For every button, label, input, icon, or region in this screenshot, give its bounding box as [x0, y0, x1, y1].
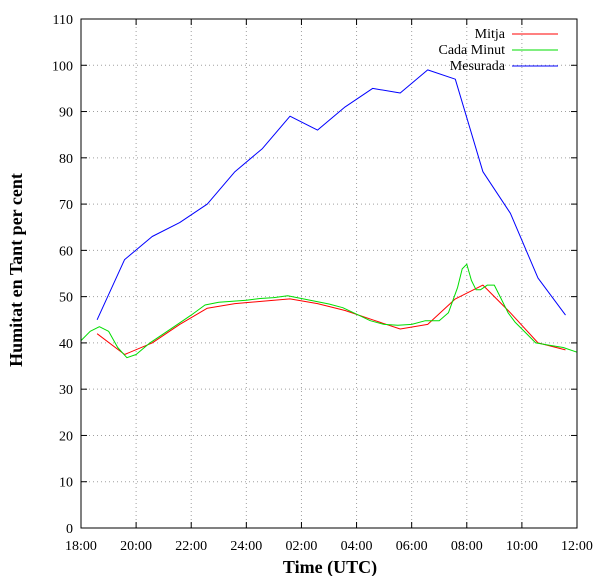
x-tick-label: 04:00 [341, 539, 373, 554]
legend-label: Cada Minut [439, 43, 506, 58]
y-tick-label: 100 [52, 59, 73, 74]
y-tick-label: 50 [59, 291, 73, 306]
x-tick-label: 02:00 [285, 539, 317, 554]
y-tick-label: 40 [59, 337, 73, 352]
y-tick-label: 60 [59, 244, 73, 259]
y-tick-label: 90 [59, 106, 73, 121]
y-axis-title: Humitat en Tant per cent [6, 173, 26, 367]
x-tick-label: 24:00 [230, 539, 262, 554]
legend-label: Mesurada [450, 59, 506, 74]
x-tick-label: 22:00 [175, 539, 207, 554]
grid-lines [81, 19, 577, 528]
x-tick-label: 18:00 [65, 539, 97, 554]
series-line-mesurada [96, 69, 566, 321]
y-tick-label: 10 [59, 476, 73, 491]
x-tick-label: 12:00 [561, 539, 593, 554]
y-tick-label: 70 [59, 198, 73, 213]
y-tick-label: 20 [59, 429, 73, 444]
y-tick-label: 30 [59, 383, 73, 398]
series-line-cada-minut [80, 263, 578, 359]
y-tick-label: 80 [59, 152, 73, 167]
plot-frame [80, 18, 578, 529]
y-tick-label: 110 [53, 13, 73, 28]
series-lines [80, 69, 578, 359]
x-tick-label: 10:00 [506, 539, 538, 554]
x-tick-label: 20:00 [120, 539, 152, 554]
x-tick-label: 06:00 [396, 539, 428, 554]
x-tick-label: 08:00 [451, 539, 483, 554]
axis-ticks [80, 18, 578, 529]
axis-tick-labels: 18:00 20:00 22:00 24:00 02:00 04:00 06:00 08:00… [52, 13, 593, 554]
legend-label: Mitja [475, 27, 506, 42]
y-tick-label: 0 [66, 522, 73, 537]
x-axis-title: Time (UTC) [283, 557, 377, 576]
series-line-mitja [96, 284, 566, 355]
